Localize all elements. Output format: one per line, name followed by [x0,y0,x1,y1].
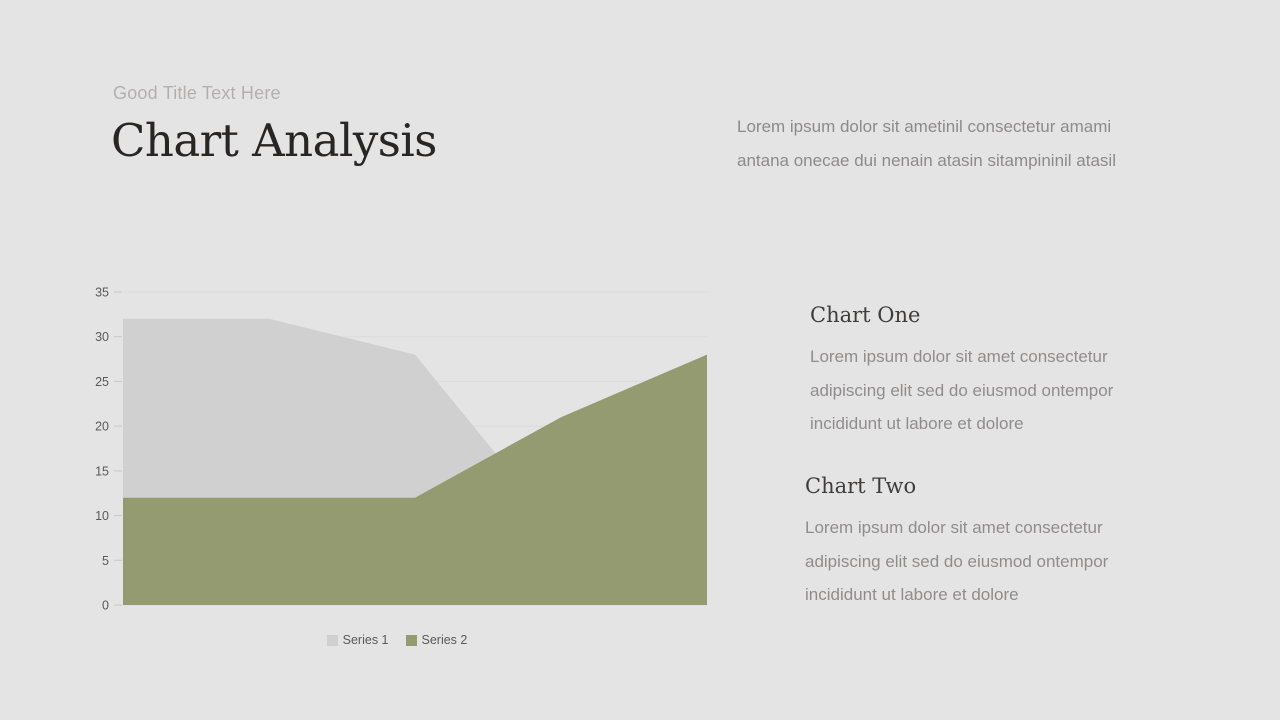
legend-label-series-1: Series 1 [342,633,389,647]
section-heading: Chart One [810,303,921,327]
y-axis-tick-label: 10 [95,509,109,523]
legend-swatch-series-1-icon [326,634,338,646]
section-body: Lorem ipsum dolor sit amet consectetur a… [805,518,1109,604]
y-axis-tick-label: 25 [95,375,109,389]
legend-swatch-series-2-icon [405,634,417,646]
section-body: Lorem ipsum dolor sit amet consectetur a… [810,347,1114,433]
area-series-2 [123,354,707,605]
slide-title: Chart Analysis [111,114,437,167]
legend-item-series-2: Series 2 [405,633,468,647]
slide-eyebrow: Good Title Text Here [113,83,281,103]
chart-legend: Series 1 Series 2 [85,633,709,647]
y-axis-tick-label: 30 [95,330,109,344]
intro-paragraph: Lorem ipsum dolor sit ametinil consectet… [737,117,1116,170]
y-axis-tick-label: 15 [95,464,109,478]
area-chart: 0 5 10 15 20 25 30 35 [95,286,707,613]
section-heading: Chart Two [805,474,917,498]
legend-item-series-1: Series 1 [326,633,389,647]
y-axis-tick-label: 0 [102,599,109,613]
y-axis-tick-label: 5 [102,554,109,568]
section-chart-one: Chart One Lorem ipsum dolor sit amet con… [810,303,1155,441]
legend-label-series-2: Series 2 [421,633,468,647]
y-axis-tick-label: 20 [95,420,109,434]
y-axis-tick-label: 35 [95,286,109,300]
section-chart-two: Chart Two Lorem ipsum dolor sit amet con… [805,474,1150,612]
